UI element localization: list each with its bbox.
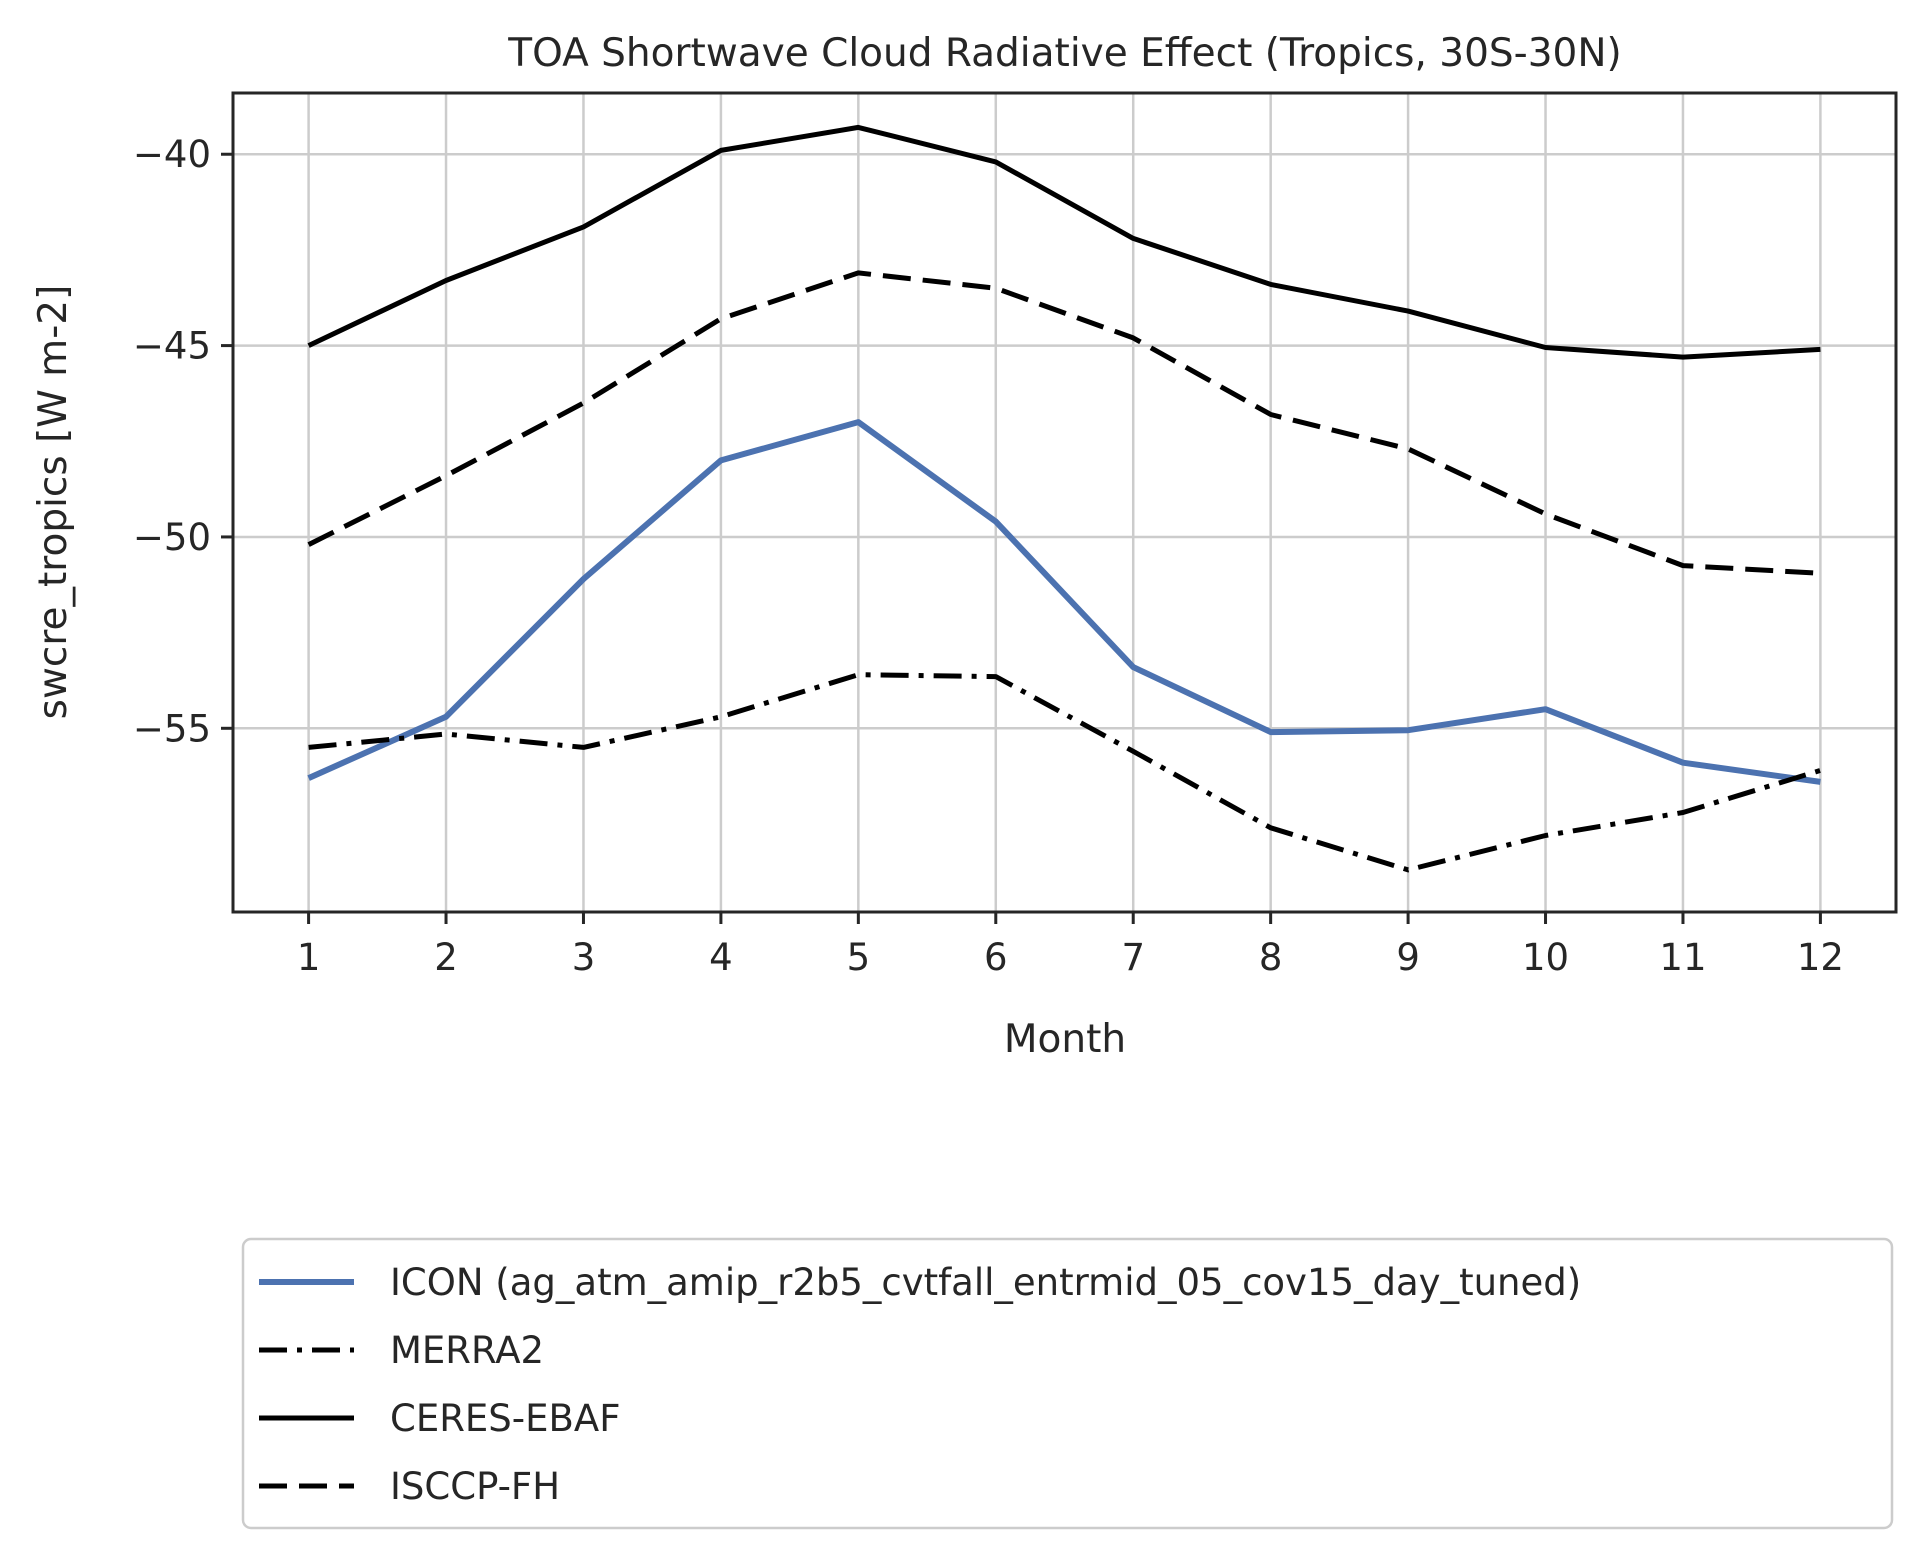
series-line-ceres-ebaf	[307, 124, 1821, 360]
y-tick-label: −40	[133, 133, 211, 176]
x-tick-label: 3	[572, 936, 596, 979]
x-tick-label: 11	[1659, 936, 1706, 979]
x-axis-ticks: 1 2 3 4 5 6 7 8 9 10 11 12	[297, 912, 1844, 979]
chart-title: TOA Shortwave Cloud Radiative Effect (Tr…	[507, 31, 1621, 76]
x-tick-label: 7	[1121, 936, 1145, 979]
legend-label: ICON (ag_atm_amip_r2b5_cvtfall_entrmid_0…	[390, 1261, 1581, 1304]
x-tick-label: 8	[1259, 936, 1283, 979]
y-tick-label: −50	[133, 516, 211, 559]
legend: ICON (ag_atm_amip_r2b5_cvtfall_entrmid_0…	[241, 1237, 1894, 1530]
x-tick-label: 4	[709, 936, 733, 979]
series-line-isccp-fh	[307, 270, 1821, 576]
plot-frame	[231, 91, 1898, 914]
x-tick-label: 1	[297, 936, 321, 979]
x-axis-label: Month	[1004, 1017, 1126, 1062]
x-tick-label: 5	[847, 936, 871, 979]
y-axis-label: swcre_tropics [W m-2]	[31, 285, 76, 720]
x-tick-label: 2	[434, 936, 458, 979]
x-tick-label: 9	[1396, 936, 1420, 979]
legend-label: ISCCP-FH	[390, 1465, 560, 1508]
y-axis-ticks: −55 −50 −45 −40	[133, 133, 233, 750]
series-line-icon	[307, 419, 1821, 785]
y-tick-label: −45	[133, 325, 211, 368]
x-tick-label: 12	[1797, 936, 1844, 979]
x-tick-label: 10	[1522, 936, 1569, 979]
x-tick-label: 6	[984, 936, 1008, 979]
y-tick-label: −55	[133, 707, 211, 750]
legend-label: CERES-EBAF	[390, 1397, 621, 1440]
legend-label: MERRA2	[390, 1329, 544, 1372]
series-lines	[307, 124, 1822, 873]
legend-box	[241, 1237, 1894, 1530]
series-line-merra2	[308, 672, 1822, 873]
